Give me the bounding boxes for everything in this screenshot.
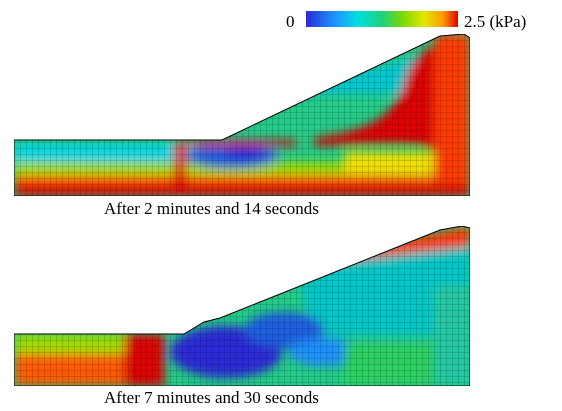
colorbar — [306, 11, 458, 27]
colorbar-min-label: 0 — [286, 12, 295, 31]
colorbar-max-label: 2.5 (kPa) — [464, 12, 527, 31]
simulation-panel-1 — [14, 34, 470, 196]
panel-1-caption: After 2 minutes and 14 seconds — [104, 199, 319, 218]
simulation-panel-2 — [14, 226, 470, 386]
panel-2-caption: After 7 minutes and 30 seconds — [104, 388, 319, 407]
